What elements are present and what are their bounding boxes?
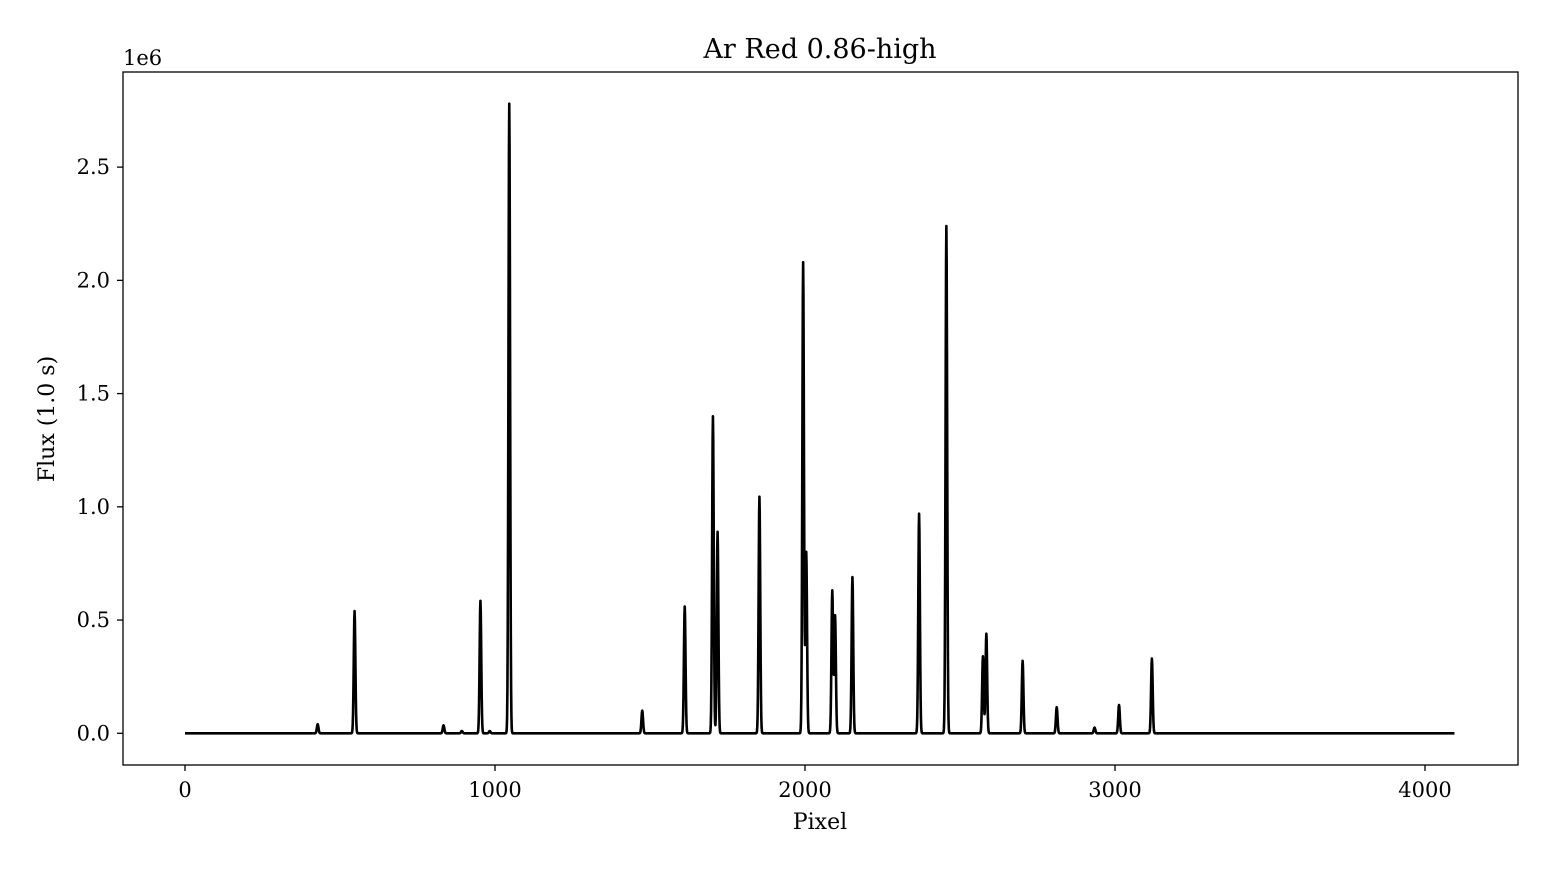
- x-tick-label: 1000: [468, 778, 521, 802]
- spectrum-series-line: [184, 102, 1456, 735]
- y-tick-label: 2.0: [77, 268, 110, 292]
- y-tick-label: 0.0: [77, 721, 110, 745]
- x-axis-ticks: 0 1000 2000 3000 4000: [178, 765, 1452, 802]
- y-axis-ticks: 0.0 0.5 1.0 1.5 2.0 2.5: [77, 155, 123, 745]
- x-tick-label: 3000: [1088, 778, 1141, 802]
- x-tick-label: 2000: [778, 778, 831, 802]
- y-axis-offset-label: 1e6: [123, 46, 162, 70]
- chart-title: Ar Red 0.86-high: [702, 34, 936, 65]
- plot-area-frame: [122, 71, 1519, 766]
- y-tick-label: 2.5: [77, 155, 110, 179]
- y-tick-label: 1.0: [77, 495, 110, 519]
- x-tick-label: 0: [178, 778, 191, 802]
- y-tick-label: 1.5: [77, 382, 110, 406]
- y-axis-label: Flux (1.0 s): [35, 356, 60, 482]
- x-tick-label: 4000: [1398, 778, 1451, 802]
- x-axis-label: Pixel: [793, 810, 847, 835]
- y-tick-label: 0.5: [77, 608, 110, 632]
